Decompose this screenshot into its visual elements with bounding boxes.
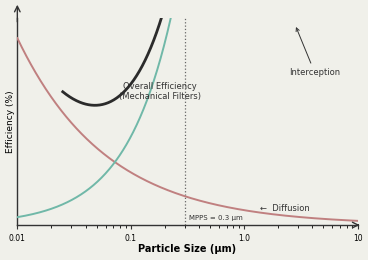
Text: Overall Efficiency
(Mechanical Filters): Overall Efficiency (Mechanical Filters) [119,82,201,101]
X-axis label: Particle Size (μm): Particle Size (μm) [138,244,237,255]
Text: Interception: Interception [289,28,340,77]
Y-axis label: Efficiency (%): Efficiency (%) [6,90,15,153]
Text: ←  Diffusion: ← Diffusion [260,204,310,213]
Text: MPPS = 0.3 μm: MPPS = 0.3 μm [189,215,243,221]
